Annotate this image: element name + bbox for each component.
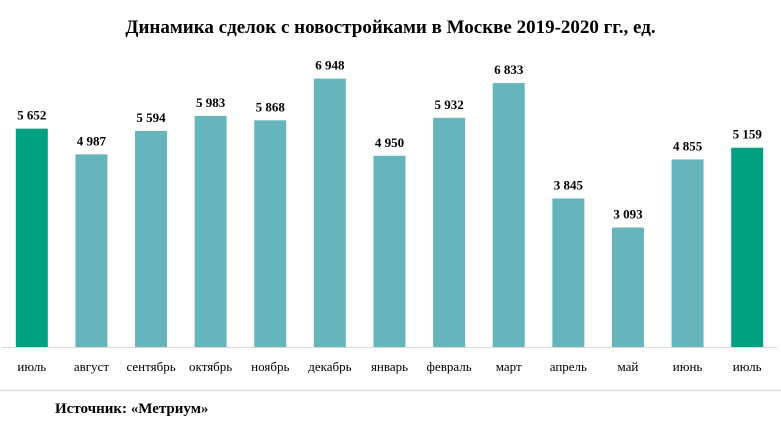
data-label-1: 5 652: [17, 108, 46, 123]
source-note: Источник: «Метриум»: [55, 401, 209, 417]
bar-13: [731, 147, 764, 347]
bar-1: [15, 128, 48, 347]
x-tick-label-1: июль: [17, 359, 46, 374]
data-label-9: 6 833: [494, 62, 524, 77]
divider: [0, 390, 781, 391]
data-label-12: 4 855: [673, 138, 703, 153]
bar-9: [492, 83, 525, 347]
bar-3: [135, 130, 168, 347]
data-label-2: 4 987: [77, 133, 107, 148]
x-tick-label-8: февраль: [427, 359, 472, 374]
x-tick-label-12: июнь: [673, 359, 703, 374]
data-label-7: 4 950: [375, 135, 404, 150]
bar-chart: 5 652 июль 4 987 август 5 594 сентябрь 5 983 ок…: [2, 58, 777, 374]
bar-10: [552, 198, 585, 347]
bar-4: [194, 115, 227, 347]
data-label-4: 5 983: [196, 95, 226, 110]
data-label-13: 5 159: [733, 127, 763, 142]
bar-2: [75, 154, 108, 347]
x-tick-label-11: май: [618, 359, 639, 374]
data-label-5: 5 868: [256, 99, 286, 114]
bar-6: [313, 78, 346, 347]
x-tick-label-5: ноябрь: [251, 359, 289, 374]
x-tick-label-2: август: [74, 359, 110, 374]
bar-8: [433, 117, 466, 347]
x-tick-label-4: октябрь: [189, 359, 232, 374]
x-tick-label-9: март: [496, 359, 522, 374]
data-label-11: 3 093: [613, 207, 643, 222]
x-tick-label-7: январь: [371, 359, 408, 374]
x-tick-label-13: июль: [733, 359, 762, 374]
data-label-3: 5 594: [136, 110, 166, 125]
x-tick-label-3: сентябрь: [126, 359, 175, 374]
x-tick-label-10: апрель: [550, 359, 587, 374]
x-tick-label-6: декабрь: [308, 359, 351, 374]
bar-11: [611, 227, 644, 347]
data-label-8: 5 932: [434, 97, 463, 112]
chart-title: Динамика сделок с новостройками в Москве…: [125, 17, 656, 38]
bar-7: [373, 155, 406, 347]
data-label-6: 6 948: [315, 58, 345, 73]
bar-12: [671, 159, 704, 347]
data-label-10: 3 845: [554, 177, 584, 192]
bar-5: [254, 120, 287, 347]
chart-area: Динамика сделок с новостройками в Москве…: [2, 17, 777, 374]
